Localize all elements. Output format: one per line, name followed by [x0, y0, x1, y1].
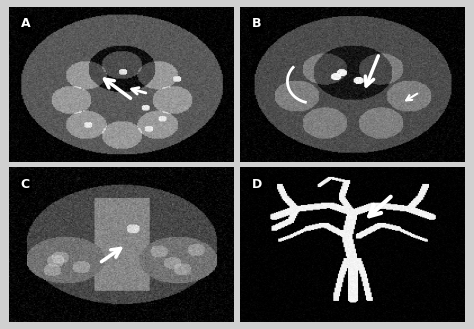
Text: A: A — [21, 17, 30, 31]
Text: D: D — [252, 178, 262, 191]
Text: C: C — [21, 178, 30, 191]
Text: B: B — [252, 17, 261, 31]
